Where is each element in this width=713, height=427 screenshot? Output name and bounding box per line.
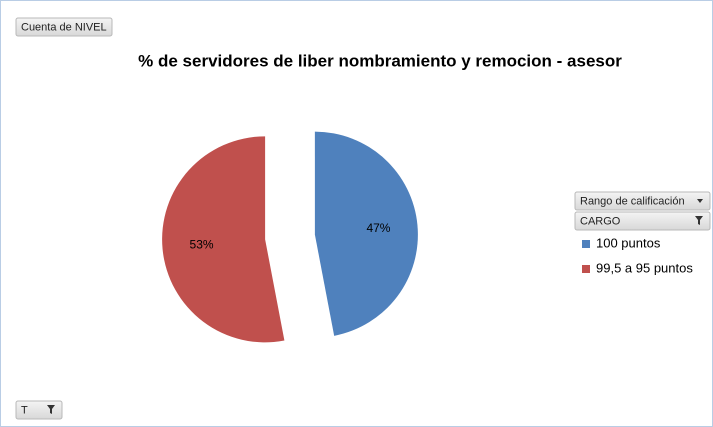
legend-field-label: CARGO bbox=[580, 215, 621, 227]
dropdown-arrow bbox=[697, 199, 703, 203]
axis-field-label: T bbox=[21, 404, 28, 416]
legend-field-button[interactable]: CARGO bbox=[574, 211, 711, 231]
legend-marker bbox=[582, 240, 590, 248]
value-field-button[interactable]: Cuenta de NIVEL bbox=[15, 17, 113, 37]
legend-marker bbox=[582, 265, 590, 273]
pie-slice bbox=[314, 131, 418, 336]
legend-label: 99,5 a 95 puntos bbox=[596, 260, 693, 275]
data-label: 53% bbox=[190, 238, 214, 252]
axis-field-button[interactable]: T bbox=[15, 400, 63, 420]
data-label: 47% bbox=[366, 221, 390, 235]
filter-icon bbox=[695, 216, 703, 225]
value-field-label: Cuenta de NIVEL bbox=[21, 21, 107, 33]
legend-field-button[interactable]: Rango de calificación bbox=[574, 191, 711, 211]
legend-label: 100 puntos bbox=[596, 235, 661, 250]
filter-icon bbox=[47, 405, 55, 414]
pie-slice bbox=[162, 136, 285, 343]
chart-title: % de servidores de liber nombramiento y … bbox=[138, 51, 622, 70]
legend-field-label: Rango de calificación bbox=[580, 195, 685, 207]
